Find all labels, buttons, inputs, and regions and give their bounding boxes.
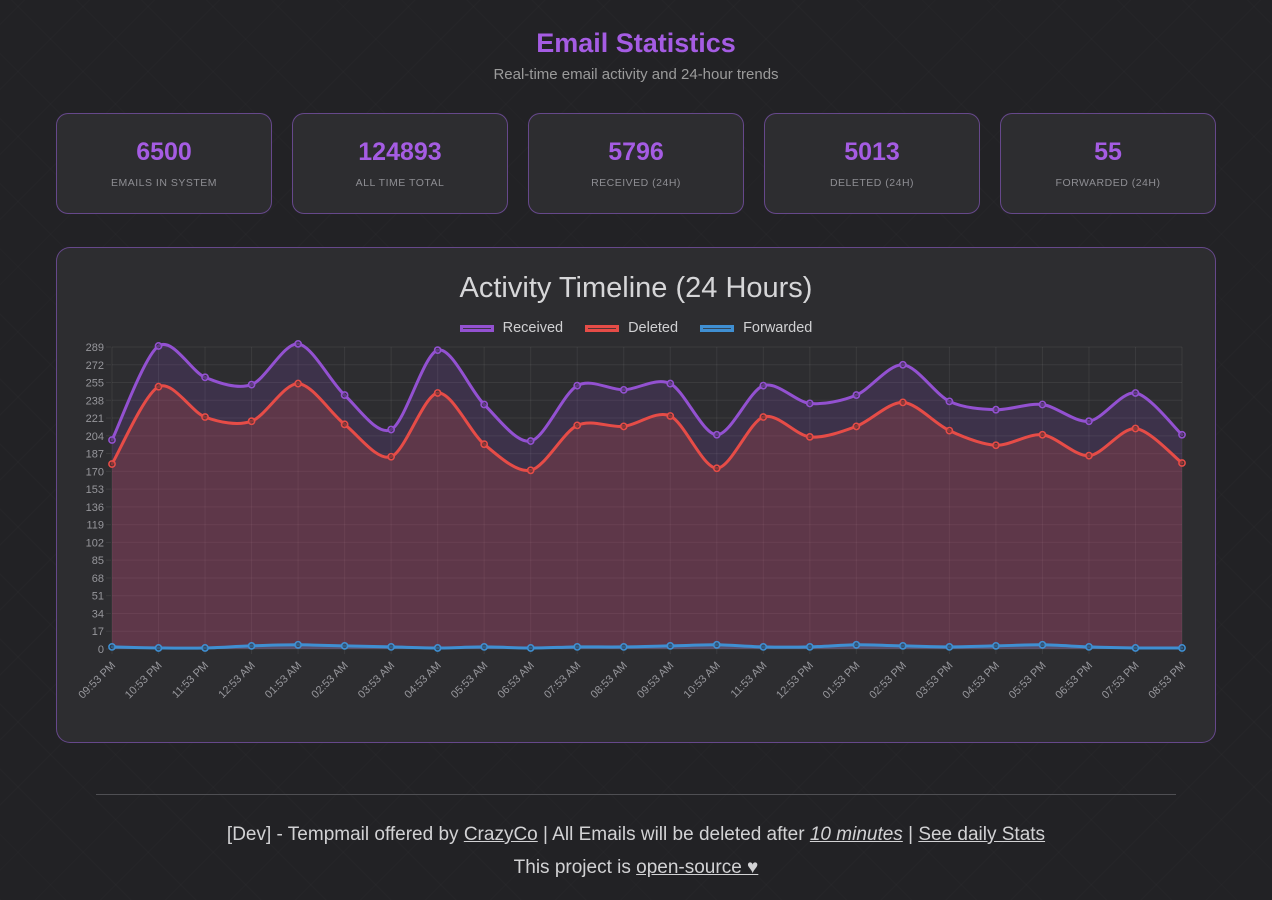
svg-text:03:53 AM: 03:53 AM [356, 660, 397, 701]
stat-label: RECEIVED (24H) [591, 177, 681, 189]
svg-text:10:53 AM: 10:53 AM [682, 660, 723, 701]
footer-text: [Dev] - Tempmail offered by [226, 824, 464, 845]
svg-text:07:53 PM: 07:53 PM [1100, 660, 1142, 702]
stats-row: 6500 EMAILS IN SYSTEM 124893 ALL TIME TO… [56, 113, 1216, 214]
page-subtitle: Real-time email activity and 24-hour tre… [493, 66, 779, 83]
svg-text:09:53 AM: 09:53 AM [635, 660, 676, 701]
svg-text:12:53 AM: 12:53 AM [216, 660, 257, 701]
svg-text:08:53 PM: 08:53 PM [1146, 660, 1188, 702]
legend-label: Received [502, 320, 564, 336]
stat-card-forwarded-24h: 55 FORWARDED (24H) [1000, 113, 1216, 214]
svg-text:10:53 PM: 10:53 PM [123, 660, 165, 702]
stat-value: 124893 [358, 138, 442, 166]
legend-item-deleted[interactable]: Deleted [585, 320, 678, 336]
page-footer: [Dev] - Tempmail offered by CrazyCo | Al… [56, 824, 1216, 879]
stat-value: 55 [1094, 138, 1122, 166]
stat-card-received-24h: 5796 RECEIVED (24H) [528, 113, 744, 214]
svg-text:68: 68 [92, 573, 104, 585]
stat-card-all-time-total: 124893 ALL TIME TOTAL [292, 113, 508, 214]
svg-text:05:53 PM: 05:53 PM [1007, 660, 1049, 702]
svg-text:12:53 PM: 12:53 PM [774, 660, 816, 702]
svg-text:153: 153 [86, 484, 104, 496]
stat-label: FORWARDED (24H) [1055, 177, 1161, 189]
svg-text:102: 102 [86, 537, 104, 549]
activity-timeline-chart[interactable]: 0 17 34 51 68 85 102 119 136 153 170 187 204 221 238 25… [57, 339, 1215, 721]
svg-text:34: 34 [92, 608, 104, 620]
footer-line1: [Dev] - Tempmail offered by CrazyCo | Al… [56, 824, 1216, 846]
legend-item-received[interactable]: Received [459, 320, 564, 336]
svg-text:255: 255 [86, 378, 104, 390]
crazyco-link[interactable]: CrazyCo [463, 824, 538, 845]
stat-label: DELETED (24H) [829, 177, 915, 189]
svg-text:06:53 AM: 06:53 AM [495, 660, 536, 701]
svg-text:05:53 AM: 05:53 AM [449, 660, 490, 701]
svg-text:11:53 PM: 11:53 PM [170, 660, 211, 701]
svg-text:04:53 PM: 04:53 PM [960, 660, 1002, 702]
legend-swatch-deleted [585, 324, 620, 332]
legend-swatch-received [459, 324, 494, 332]
stat-card-emails-in-system: 6500 EMAILS IN SYSTEM [56, 113, 272, 214]
svg-text:170: 170 [86, 466, 104, 478]
legend-swatch-forwarded [700, 324, 735, 332]
svg-text:17: 17 [92, 626, 104, 638]
legend-item-forwarded[interactable]: Forwarded [700, 320, 812, 336]
page-header: Email Statistics Real-time email activit… [56, 27, 1216, 84]
dashboard-page: Email Statistics Real-time email activit… [56, 0, 1216, 879]
stat-label: ALL TIME TOTAL [355, 177, 445, 189]
svg-text:07:53 AM: 07:53 AM [542, 660, 583, 701]
svg-text:03:53 PM: 03:53 PM [914, 660, 956, 702]
legend-label: Deleted [628, 320, 679, 336]
svg-text:238: 238 [86, 395, 104, 407]
legend-label: Forwarded [743, 320, 813, 336]
svg-text:272: 272 [86, 360, 104, 372]
chart-legend: Received Deleted Forwarded [57, 319, 1215, 337]
svg-text:136: 136 [86, 502, 104, 514]
svg-text:85: 85 [92, 555, 104, 567]
svg-text:204: 204 [86, 431, 104, 443]
stat-card-deleted-24h: 5013 DELETED (24H) [764, 113, 980, 214]
svg-text:221: 221 [86, 413, 104, 425]
svg-text:09:53 PM: 09:53 PM [76, 660, 118, 702]
minutes-emphasis: 10 minutes [809, 824, 903, 845]
svg-text:0: 0 [98, 644, 104, 656]
stat-value: 5796 [608, 138, 664, 166]
page-title: Email Statistics [536, 28, 736, 58]
svg-text:51: 51 [92, 591, 104, 603]
footer-line2: This project is open-source ♥ [56, 857, 1216, 879]
svg-text:02:53 PM: 02:53 PM [867, 660, 909, 702]
chart-card: Activity Timeline (24 Hours) Received Del… [56, 247, 1216, 743]
footer-text: | [902, 824, 919, 845]
svg-text:119: 119 [86, 520, 104, 532]
stat-value: 6500 [136, 138, 192, 166]
svg-text:01:53 PM: 01:53 PM [821, 660, 863, 702]
svg-text:08:53 AM: 08:53 AM [589, 660, 630, 701]
chart-title: Activity Timeline (24 Hours) [459, 272, 813, 304]
footer-text: This project is [513, 857, 637, 878]
stat-value: 5013 [844, 138, 900, 166]
daily-stats-link[interactable]: See daily Stats [918, 824, 1046, 845]
svg-text:289: 289 [86, 342, 104, 354]
open-source-link[interactable]: open-source ♥ [636, 857, 759, 878]
svg-text:187: 187 [86, 449, 104, 461]
stat-label: EMAILS IN SYSTEM [110, 177, 218, 189]
svg-text:11:53 AM: 11:53 AM [729, 660, 770, 701]
svg-text:01:53 AM: 01:53 AM [263, 660, 304, 701]
footer-text: | All Emails will be deleted after [537, 824, 810, 845]
svg-text:02:53 AM: 02:53 AM [309, 660, 350, 701]
svg-text:04:53 AM: 04:53 AM [402, 660, 443, 701]
svg-text:06:53 PM: 06:53 PM [1053, 660, 1095, 702]
footer-divider [96, 794, 1176, 795]
